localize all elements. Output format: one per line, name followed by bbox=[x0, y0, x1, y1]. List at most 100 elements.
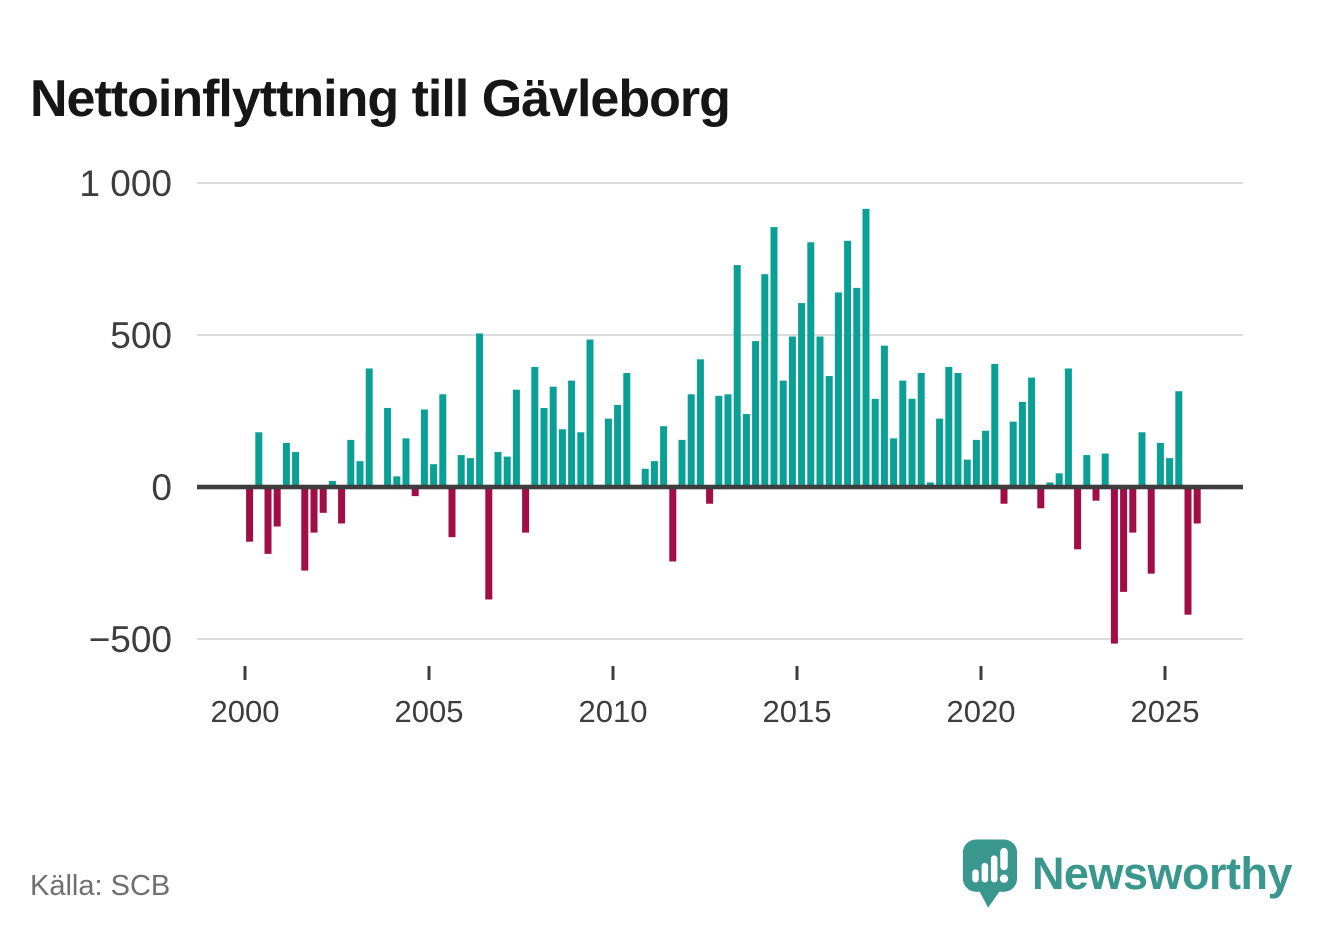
bar-2015-q1 bbox=[798, 303, 806, 487]
bar-2016-q4 bbox=[862, 208, 870, 487]
x-axis-label-2015: 2015 bbox=[763, 694, 832, 729]
bar-2016-q1 bbox=[834, 292, 842, 487]
bar-2002-q2 bbox=[328, 480, 336, 487]
bar-2021-q1 bbox=[1018, 401, 1026, 487]
bar-2025-q4 bbox=[1193, 487, 1201, 524]
chart-title: Nettoinflyttning till Gävleborg bbox=[30, 69, 731, 128]
bar-2022-q2 bbox=[1064, 368, 1072, 487]
bar-2010-q4 bbox=[641, 468, 649, 487]
bar-2000-q2 bbox=[255, 432, 263, 487]
bar-2017-q2 bbox=[880, 345, 888, 487]
bar-2003-q2 bbox=[365, 368, 373, 487]
bar-2015-q4 bbox=[825, 376, 833, 487]
bar-2014-q3 bbox=[779, 380, 787, 487]
bar-2005-q1 bbox=[430, 464, 438, 487]
bar-2002-q1 bbox=[319, 487, 327, 513]
bar-2001-q1 bbox=[282, 442, 290, 487]
bar-2009-q1 bbox=[577, 432, 585, 487]
bar-2019-q1 bbox=[945, 366, 953, 487]
bar-2024-q1 bbox=[1129, 487, 1137, 533]
bar-2016-q3 bbox=[853, 287, 861, 487]
bar-2018-q1 bbox=[908, 398, 916, 487]
bar-2020-q3 bbox=[1000, 487, 1008, 504]
bar-2005-q4 bbox=[457, 455, 465, 487]
bar-2007-q3 bbox=[522, 487, 530, 533]
x-axis-label-2005: 2005 bbox=[395, 694, 464, 729]
newsworthy-logo-icon bbox=[962, 839, 1018, 908]
x-axis-tick-2005 bbox=[427, 666, 431, 680]
bar-2020-q1 bbox=[982, 430, 990, 487]
bar-2013-q2 bbox=[733, 265, 741, 487]
bar-2004-q2 bbox=[402, 438, 410, 487]
bar-2017-q3 bbox=[890, 438, 898, 487]
y-axis-label--500: −500 bbox=[89, 619, 172, 660]
y-axis-label-0: 0 bbox=[151, 467, 172, 508]
bar-2006-q1 bbox=[466, 458, 474, 487]
x-axis-label-2025: 2025 bbox=[1131, 694, 1200, 729]
bar-2004-q4 bbox=[420, 409, 428, 487]
x-axis-label-2010: 2010 bbox=[579, 694, 648, 729]
bar-2000-q1 bbox=[246, 487, 254, 542]
bar-2024-q2 bbox=[1138, 432, 1146, 487]
bar-2022-q3 bbox=[1074, 487, 1082, 550]
bar-2000-q3 bbox=[264, 487, 272, 554]
bar-2005-q3 bbox=[448, 487, 456, 538]
bar-2021-q2 bbox=[1028, 377, 1036, 487]
bar-2000-q4 bbox=[273, 487, 281, 527]
bar-2008-q4 bbox=[568, 380, 576, 487]
bar-2009-q4 bbox=[604, 418, 612, 487]
bar-2011-q4 bbox=[678, 439, 686, 487]
bar-2005-q2 bbox=[439, 394, 447, 487]
bar-2015-q2 bbox=[807, 242, 815, 487]
x-axis-tick-2015 bbox=[795, 666, 799, 680]
bar-2001-q2 bbox=[292, 452, 300, 487]
source-note: Källa: SCB bbox=[30, 870, 171, 902]
bar-2020-q4 bbox=[1009, 421, 1017, 487]
x-axis-tick-2000 bbox=[243, 666, 247, 680]
newsworthy-logo-text: Newsworthy bbox=[1031, 848, 1293, 899]
bar-2006-q4 bbox=[494, 452, 502, 487]
newsworthy-brand[interactable]: Newsworthy bbox=[962, 838, 1293, 910]
bar-2001-q3 bbox=[301, 487, 309, 571]
bar-2002-q3 bbox=[338, 487, 346, 524]
bar-2023-q2 bbox=[1101, 453, 1109, 487]
bar-2018-q4 bbox=[936, 418, 944, 487]
bar-2007-q2 bbox=[512, 389, 520, 487]
bar-2012-q4 bbox=[715, 395, 723, 487]
bar-2009-q2 bbox=[586, 339, 594, 487]
bar-2008-q2 bbox=[549, 386, 557, 487]
x-axis-label-2020: 2020 bbox=[947, 694, 1016, 729]
x-axis-tick-2010 bbox=[611, 666, 615, 680]
bar-2001-q4 bbox=[310, 487, 318, 533]
bar-2011-q1 bbox=[650, 461, 658, 487]
bar-2017-q1 bbox=[871, 398, 879, 487]
bar-2007-q4 bbox=[531, 366, 539, 487]
bar-2013-q3 bbox=[742, 414, 750, 487]
bar-2015-q3 bbox=[816, 336, 824, 487]
bar-2004-q3 bbox=[411, 487, 419, 497]
bar-2011-q3 bbox=[669, 487, 677, 562]
bar-2003-q4 bbox=[384, 407, 392, 487]
bar-2022-q4 bbox=[1083, 455, 1091, 487]
bar-2013-q4 bbox=[752, 341, 760, 487]
bar-2025-q1 bbox=[1166, 458, 1174, 487]
bar-2019-q2 bbox=[954, 373, 962, 487]
bar-2002-q4 bbox=[347, 439, 355, 487]
bar-2008-q1 bbox=[540, 407, 548, 487]
bar-2020-q2 bbox=[991, 363, 999, 487]
bar-2023-q3 bbox=[1110, 487, 1118, 644]
x-axis-tick-2025 bbox=[1163, 666, 1167, 680]
bar-2019-q3 bbox=[963, 459, 971, 487]
bar-2006-q2 bbox=[476, 333, 484, 487]
bar-2012-q3 bbox=[706, 487, 714, 504]
bar-2018-q2 bbox=[917, 373, 925, 487]
bar-2004-q1 bbox=[393, 476, 401, 487]
bar-2025-q3 bbox=[1184, 487, 1192, 615]
bar-2007-q1 bbox=[503, 456, 511, 487]
bar-2024-q4 bbox=[1156, 442, 1164, 487]
bar-2017-q4 bbox=[899, 380, 907, 487]
bar-2019-q4 bbox=[972, 439, 980, 487]
bar-2012-q2 bbox=[696, 359, 704, 487]
y-axis-label-1000: 1 000 bbox=[79, 163, 172, 204]
